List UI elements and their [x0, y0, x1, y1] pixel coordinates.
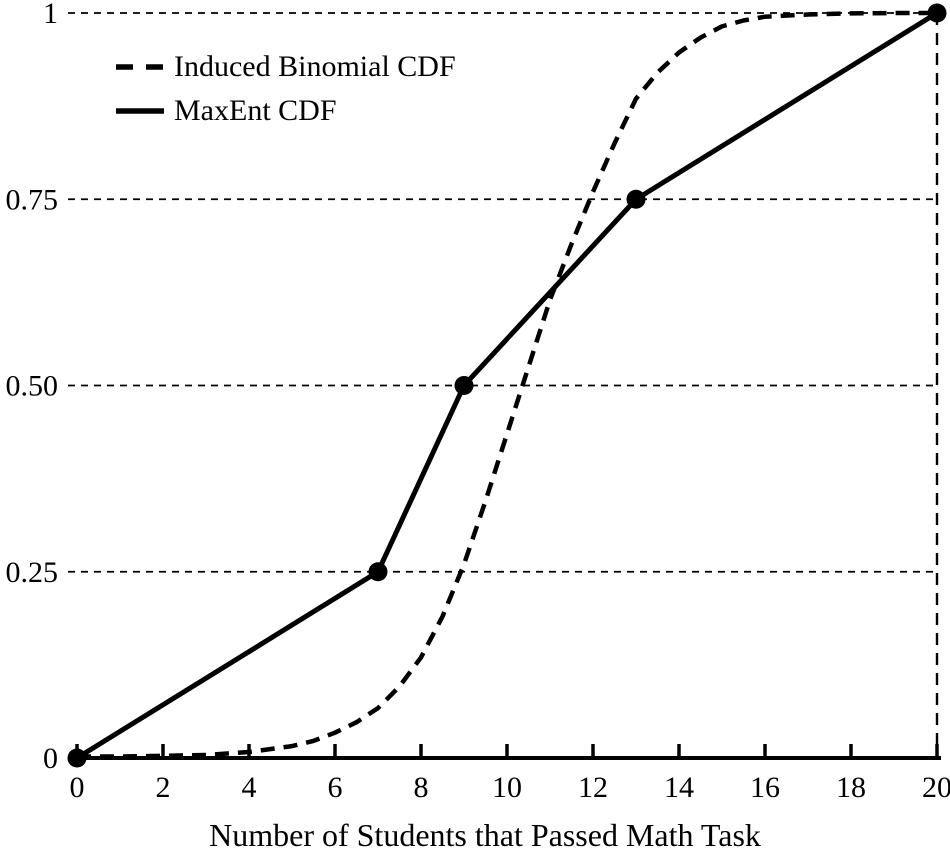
y-tick-label-0: 0	[43, 742, 58, 775]
x-axis-title: Number of Students that Passed Math Task	[209, 817, 761, 853]
x-tick-label-12: 12	[578, 771, 608, 804]
y-tick-label-1: 1	[43, 0, 58, 30]
y-tick-label-0-75: 0.75	[6, 183, 59, 216]
y-tick-label-0-50: 0.50	[6, 370, 59, 403]
x-tick-label-2: 2	[156, 771, 171, 804]
x-tick-label-14: 14	[664, 771, 694, 804]
legend-label-maxent-cdf: MaxEnt CDF	[174, 94, 337, 127]
x-tick-label-6: 6	[328, 771, 343, 804]
legend-item-induced-binomial-cdf: Induced Binomial CDF	[115, 45, 456, 89]
x-tick-label-8: 8	[414, 771, 429, 804]
legend-item-maxent-cdf: MaxEnt CDF	[115, 89, 456, 133]
data-point-marker-maxent-cdf-7	[368, 562, 388, 582]
x-tick-label-10: 10	[492, 771, 522, 804]
x-tick-label-20: 20	[922, 771, 950, 804]
legend-label-induced-binomial-cdf: Induced Binomial CDF	[174, 50, 456, 83]
x-tick-label-18: 18	[836, 771, 866, 804]
x-tick-label-0: 0	[70, 771, 85, 804]
data-point-marker-maxent-cdf-9	[454, 376, 474, 395]
dashed-line-sample	[116, 64, 164, 70]
x-tick-label-4: 4	[242, 771, 257, 804]
x-tick-label-16: 16	[750, 771, 780, 804]
data-point-marker-maxent-cdf-0	[67, 748, 87, 768]
data-point-marker-maxent-cdf-20	[927, 3, 947, 23]
solid-line-sample	[116, 108, 164, 114]
y-tick-label-0-25: 0.25	[6, 556, 59, 589]
data-point-marker-maxent-cdf-13	[626, 189, 646, 209]
series-line-induced-binomial-cdf	[77, 10, 937, 759]
chart-legend: Induced Binomial CDF MaxEnt CDF	[115, 45, 456, 133]
